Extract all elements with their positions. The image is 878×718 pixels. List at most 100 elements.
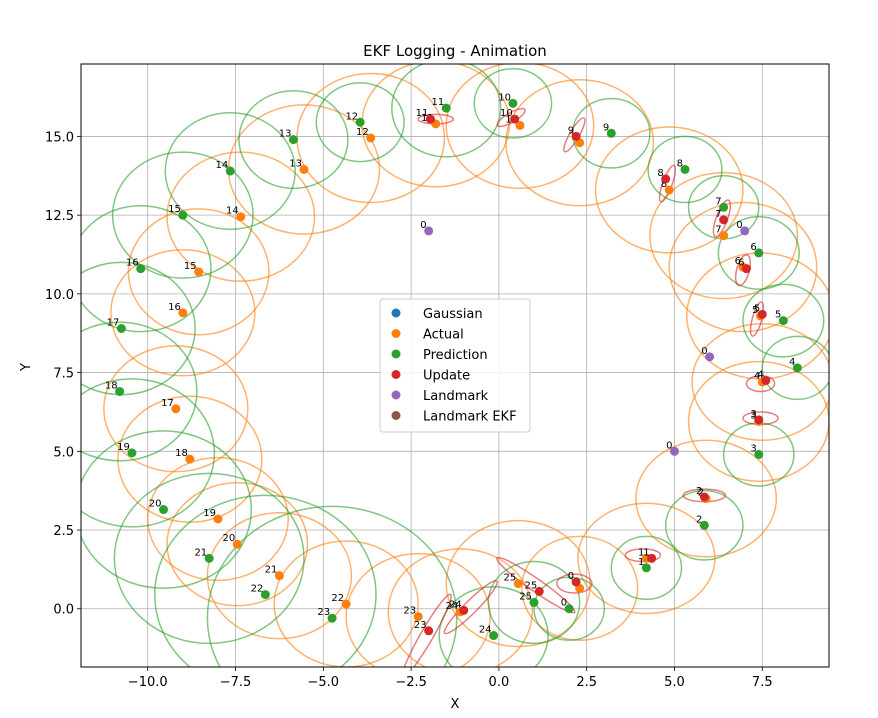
prediction-label-21: 21: [194, 547, 207, 558]
prediction-point-7: [719, 202, 729, 212]
update-label-13: 24: [449, 599, 462, 610]
actual-label-15: 15: [184, 261, 197, 272]
x-tick-label-6: 5.0: [664, 675, 685, 690]
chart-title: EKF Logging - Animation: [363, 42, 547, 60]
update-covariance-12: [401, 593, 452, 667]
actual-point-12: [366, 133, 376, 143]
prediction-label-11: 11: [431, 97, 444, 108]
update-label-1: 1: [643, 547, 649, 558]
prediction-label-22: 22: [251, 584, 264, 595]
actual-point-13: [299, 164, 309, 174]
axes-frame: [80, 63, 830, 668]
update-point-7: [719, 215, 729, 225]
prediction-covariance-16: [81, 204, 212, 333]
prediction-label-14: 14: [216, 160, 229, 171]
actual-label-4: 4: [754, 371, 760, 382]
update-point-10: [510, 114, 520, 124]
landmark-point-0: [424, 226, 434, 236]
update-point-12: [424, 626, 434, 636]
actual-point-18: [185, 454, 195, 464]
landmark-label-3: 0: [666, 440, 672, 451]
actual-covariance-19: [146, 456, 289, 582]
landmark-point-2: [705, 352, 715, 362]
update-point-4: [761, 375, 771, 385]
legend-entry-1: Actual: [423, 328, 464, 343]
prediction-point-15: [178, 210, 188, 220]
legend-entry-0: Gaussian: [423, 307, 483, 322]
prediction-label-7: 7: [715, 196, 721, 207]
prediction-point-11: [441, 103, 451, 113]
y-axis-label: Y: [19, 363, 34, 372]
plot-content: 0123456789101112131415161718192021222324…: [81, 64, 829, 667]
actual-label-14: 14: [226, 206, 239, 217]
prediction-label-9: 9: [603, 122, 609, 133]
update-label-12: 23: [414, 620, 427, 631]
prediction-point-14: [225, 166, 235, 176]
actual-label-18: 18: [175, 448, 188, 459]
actual-covariance-24: [387, 548, 533, 667]
update-point-8: [661, 174, 671, 184]
landmark-label-2: 0: [701, 346, 707, 357]
legend-marker-2: [391, 349, 401, 359]
x-tick-label-4: 0.0: [489, 675, 510, 690]
actual-label-17: 17: [161, 398, 174, 409]
legend-marker-4: [391, 390, 401, 400]
update-label-5: 5: [754, 303, 760, 314]
prediction-covariance-11: [391, 64, 502, 158]
y-tick-label-0: 0.0: [53, 603, 74, 618]
x-tick-label-3: −2.5: [395, 675, 427, 690]
actual-point-10: [515, 120, 525, 130]
prediction-label-0: 0: [561, 598, 567, 609]
update-label-0: 0: [568, 571, 574, 582]
update-point-6: [741, 264, 751, 274]
prediction-covariance-13: [238, 90, 349, 190]
actual-label-3: 3: [750, 410, 756, 421]
actual-label-6: 6: [735, 256, 741, 267]
actual-label-2: 2: [698, 488, 704, 499]
actual-covariance-21: [206, 511, 353, 640]
prediction-point-18: [115, 386, 125, 396]
prediction-label-13: 13: [279, 129, 292, 140]
actual-covariance-3: [687, 360, 829, 482]
legend-marker-0: [391, 308, 401, 318]
prediction-label-6: 6: [750, 242, 756, 253]
legend-marker-1: [391, 329, 401, 338]
update-covariance-0: [556, 573, 593, 594]
actual-point-15: [194, 267, 204, 277]
update-point-11: [425, 114, 435, 124]
plot-area: 0123456789101112131415161718192021222324…: [45, 63, 830, 690]
x-tick-label-5: 2.5: [576, 675, 597, 690]
prediction-label-8: 8: [677, 158, 683, 169]
actual-point-16: [178, 308, 188, 318]
prediction-label-15: 15: [168, 204, 181, 215]
prediction-label-24: 24: [479, 625, 492, 636]
update-point-14: [534, 586, 544, 596]
legend-entry-5: Landmark EKF: [423, 410, 517, 425]
landmark-point-1: [740, 226, 750, 236]
y-tick-label-4: 10.0: [45, 288, 74, 303]
prediction-covariance-12: [315, 82, 405, 163]
prediction-point-10: [508, 98, 518, 108]
update-label-14: 25: [525, 580, 538, 591]
prediction-point-12: [355, 117, 365, 127]
actual-label-7: 7: [715, 225, 721, 236]
update-label-4: 4: [757, 369, 763, 380]
actual-covariance-4: [691, 323, 829, 442]
landmark-point-3: [669, 446, 679, 456]
x-axis-label: X: [451, 697, 460, 712]
actual-covariance-7: [649, 171, 799, 300]
prediction-covariance-23: [206, 505, 458, 667]
prediction-label-1: 1: [638, 557, 644, 568]
prediction-covariance-14: [164, 112, 296, 231]
prediction-point-13: [288, 135, 298, 145]
actual-point-20: [232, 539, 242, 549]
actual-point-17: [171, 404, 181, 414]
actual-label-23: 23: [403, 606, 416, 617]
actual-covariance-8: [594, 126, 744, 254]
legend: Gaussian Actual Prediction Update Landmark La…: [379, 298, 531, 433]
actual-label-21: 21: [265, 565, 278, 576]
prediction-point-21: [204, 553, 214, 563]
actual-point-25: [513, 579, 523, 589]
prediction-point-6: [754, 248, 764, 258]
actual-point-21: [274, 571, 284, 581]
